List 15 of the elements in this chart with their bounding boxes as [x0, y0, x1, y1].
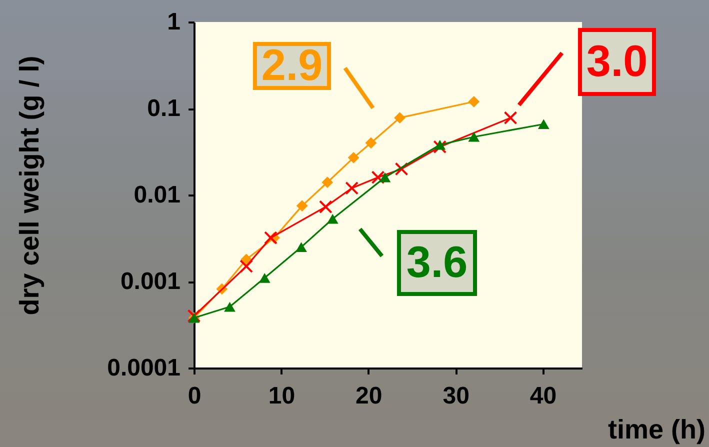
y-tick-label: 0.001 [120, 268, 180, 295]
x-tick-label: 10 [268, 382, 296, 410]
annotation: 2.9 [253, 41, 331, 90]
x-axis-title: time (h) [608, 414, 706, 444]
y-tick-label: 0.0001 [107, 354, 180, 382]
x-tick-label: 0 [188, 382, 202, 410]
y-tick-label: 0.1 [147, 95, 180, 122]
y-axis-title: dry cell weight (g / l) [14, 56, 44, 316]
annotation: 3.6 [397, 230, 477, 296]
x-tick-label: 30 [442, 382, 470, 410]
x-tick-label: 20 [356, 382, 382, 410]
y-tick-label: 1 [167, 8, 180, 36]
text: 3.0 [578, 28, 656, 96]
y-tick-label: 0.01 [134, 182, 180, 208]
x-tick-label: 40 [530, 382, 557, 410]
